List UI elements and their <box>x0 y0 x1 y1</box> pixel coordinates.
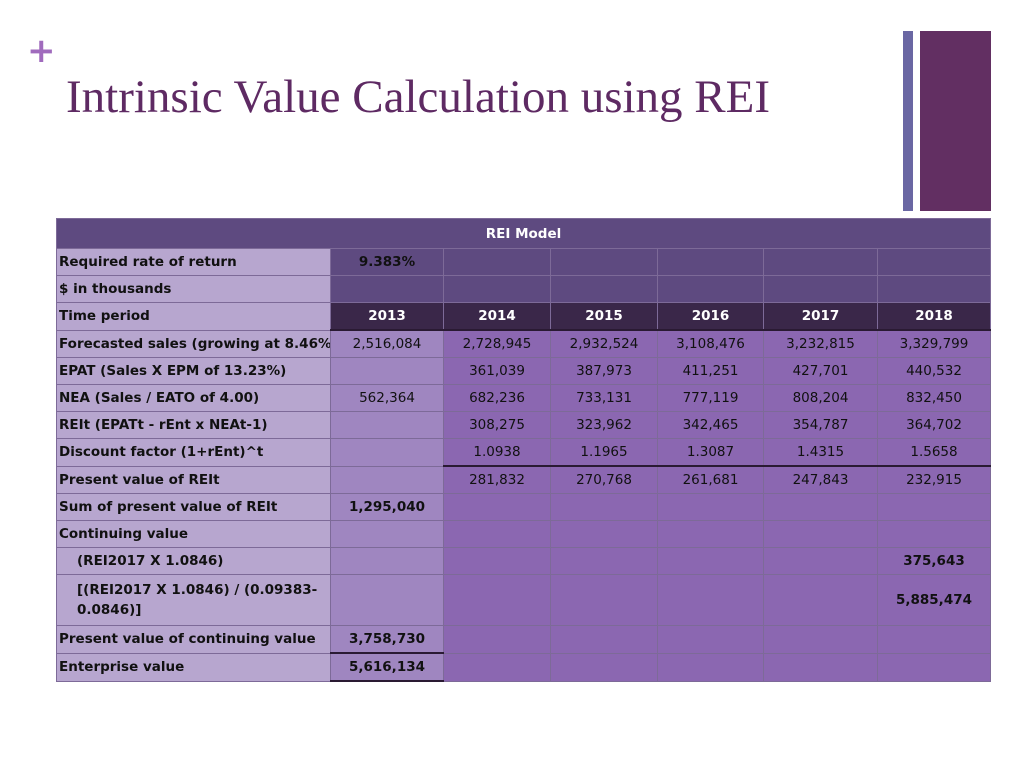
table-cell: 247,843 <box>763 465 878 494</box>
table-cell: 777,119 <box>657 384 764 412</box>
table-row: Time period 2013 2014 2015 2016 2017 201… <box>56 302 991 331</box>
table-cell: 832,450 <box>877 384 991 412</box>
table-cell <box>330 357 444 385</box>
year-cell: 2018 <box>877 302 991 331</box>
table-cell: 323,962 <box>550 411 658 439</box>
table-row: Present value of REIt 281,832 270,768 26… <box>56 465 991 494</box>
row-label: EPAT (Sales X EPM of 13.23%) <box>56 357 331 385</box>
table-heading: REI Model <box>56 218 991 249</box>
row-label: Present value of REIt <box>56 465 331 494</box>
table-cell: 733,131 <box>550 384 658 412</box>
continuing-value-amount: 5,885,474 <box>877 574 991 626</box>
year-cell: 2016 <box>657 302 764 331</box>
table-cell: 562,364 <box>330 384 444 412</box>
table-cell: 1.4315 <box>763 438 878 467</box>
year-cell: 2013 <box>330 302 444 331</box>
table-cell: 1.3087 <box>657 438 764 467</box>
table-cell: 261,681 <box>657 465 764 494</box>
table-cell: 3,329,799 <box>877 329 991 358</box>
row-label: Discount factor (1+rEnt)^t <box>56 438 331 467</box>
row-label: Sum of present value of REIt <box>56 493 331 521</box>
table-row: REIt (EPATt - rEnt x NEAt-1) 308,275 323… <box>56 411 991 439</box>
table-cell: 308,275 <box>443 411 551 439</box>
table-row: Enterprise value 5,616,134 <box>56 652 991 682</box>
table-row: Discount factor (1+rEnt)^t 1.0938 1.1965… <box>56 438 991 467</box>
table-row: Forecasted sales (growing at 8.46% ) 2,5… <box>56 329 991 358</box>
rei-model-table: REI Model Required rate of return 9.383%… <box>56 218 991 682</box>
sum-pv-value: 1,295,040 <box>330 493 444 521</box>
table-cell <box>330 465 444 494</box>
slide-title: Intrinsic Value Calculation using REI <box>66 71 771 123</box>
pv-continuing-value: 3,758,730 <box>330 625 444 654</box>
table-row: Sum of present value of REIt 1,295,040 <box>56 493 991 521</box>
table-cell: 808,204 <box>763 384 878 412</box>
table-cell: 2,516,084 <box>330 329 444 358</box>
enterprise-value: 5,616,134 <box>330 652 444 682</box>
rei2017-value: 375,643 <box>877 547 991 575</box>
table-row: REI Model <box>56 218 991 249</box>
table-cell: 361,039 <box>443 357 551 385</box>
required-rate-value: 9.383% <box>330 248 444 276</box>
table-cell: 427,701 <box>763 357 878 385</box>
table-row: Required rate of return 9.383% <box>56 248 991 276</box>
row-label: [(REI2017 X 1.0846) / (0.09383-0.0846)] <box>56 574 331 626</box>
table-cell: 387,973 <box>550 357 658 385</box>
table-cell <box>330 411 444 439</box>
decorative-bar-thick <box>920 31 991 211</box>
table-cell: 1.5658 <box>877 438 991 467</box>
row-label: REIt (EPATt - rEnt x NEAt-1) <box>56 411 331 439</box>
table-cell: 270,768 <box>550 465 658 494</box>
table-cell: 411,251 <box>657 357 764 385</box>
table-cell: 440,532 <box>877 357 991 385</box>
table-cell: 281,832 <box>443 465 551 494</box>
plus-icon: + <box>27 31 56 71</box>
table-row: (REI2017 X 1.0846) 375,643 <box>56 547 991 575</box>
table-cell: 232,915 <box>877 465 991 494</box>
table-cell: 682,236 <box>443 384 551 412</box>
table-cell: 354,787 <box>763 411 878 439</box>
table-row: NEA (Sales / EATO of 4.00) 562,364 682,2… <box>56 384 991 412</box>
table-row: Continuing value <box>56 520 991 548</box>
table-cell: 2,932,524 <box>550 329 658 358</box>
table-row: [(REI2017 X 1.0846) / (0.09383-0.0846)] … <box>56 574 991 626</box>
row-label: Continuing value <box>56 520 331 548</box>
row-label: Present value of continuing value <box>56 625 331 654</box>
year-cell: 2017 <box>763 302 878 331</box>
year-cell: 2014 <box>443 302 551 331</box>
table-cell: 3,108,476 <box>657 329 764 358</box>
table-cell: 1.1965 <box>550 438 658 467</box>
table-cell: 1.0938 <box>443 438 551 467</box>
table-row: Present value of continuing value 3,758,… <box>56 625 991 654</box>
row-label: NEA (Sales / EATO of 4.00) <box>56 384 331 412</box>
table-cell <box>330 438 444 467</box>
table-cell: 3,232,815 <box>763 329 878 358</box>
table-cell: 364,702 <box>877 411 991 439</box>
row-label: Time period <box>56 302 331 331</box>
decorative-bar-thin <box>903 31 913 211</box>
table-row: $ in thousands <box>56 275 991 303</box>
row-label: Enterprise value <box>56 652 331 682</box>
row-label: (REI2017 X 1.0846) <box>56 547 331 575</box>
table-row: EPAT (Sales X EPM of 13.23%) 361,039 387… <box>56 357 991 385</box>
table-cell: 2,728,945 <box>443 329 551 358</box>
row-label: $ in thousands <box>56 275 331 303</box>
table-cell: 342,465 <box>657 411 764 439</box>
row-label: Required rate of return <box>56 248 331 276</box>
year-cell: 2015 <box>550 302 658 331</box>
row-label: Forecasted sales (growing at 8.46% ) <box>56 329 331 358</box>
